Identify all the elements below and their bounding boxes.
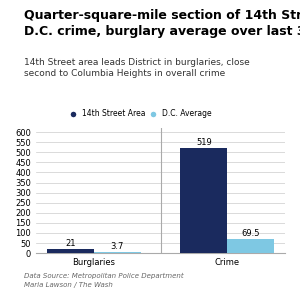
Text: 21: 21 (65, 239, 76, 248)
Bar (227, 239, 274, 253)
Bar (47, 249, 94, 253)
Text: Quarter-square-mile section of 14th Street beats
D.C. crime, burglary average ov: Quarter-square-mile section of 14th Stre… (24, 9, 300, 38)
Legend: 14th Street Area, D.C. Average: 14th Street Area, D.C. Average (70, 109, 212, 118)
Text: 14th Street area leads District in burglaries, close
second to Columbia Heights : 14th Street area leads District in burgl… (24, 58, 250, 78)
Text: 69.5: 69.5 (241, 229, 260, 238)
Text: Data Source: Metropolitan Police Department: Data Source: Metropolitan Police Departm… (24, 273, 184, 279)
Text: 3.7: 3.7 (110, 242, 124, 251)
Bar (181, 148, 227, 253)
Text: Maria Lawson / The Wash: Maria Lawson / The Wash (24, 282, 113, 288)
Text: 519: 519 (196, 139, 212, 148)
Bar (94, 252, 140, 253)
